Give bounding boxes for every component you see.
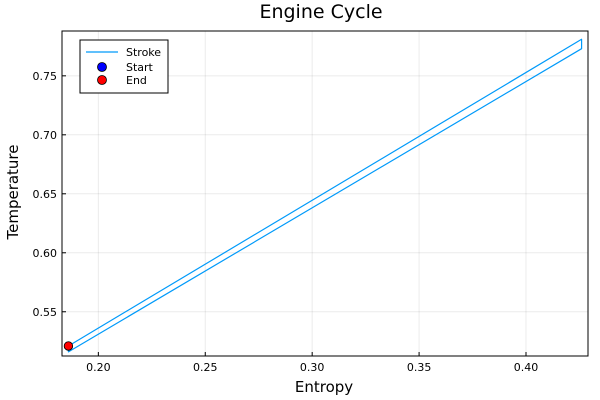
x-axis-title: Entropy: [295, 378, 353, 396]
x-tick-label: 0.35: [407, 361, 432, 374]
legend-swatch-end: [97, 75, 107, 85]
y-tick-label: 0.60: [33, 247, 58, 260]
legend-box: [79, 39, 169, 94]
x-tick-label: 0.30: [300, 361, 325, 374]
x-axis-ticks: 0.20 0.25 0.30 0.35 0.40: [86, 352, 538, 374]
marker-end: [63, 341, 74, 351]
x-tick-label: 0.40: [514, 361, 539, 374]
plot-area: [63, 38, 583, 353]
legend: Stroke Start End: [79, 39, 169, 94]
y-axis-ticks: 0.55 0.60 0.65 0.70 0.75: [33, 70, 66, 319]
grid: [62, 31, 588, 356]
x-tick-label: 0.25: [193, 361, 218, 374]
legend-label-start: Start: [126, 61, 154, 74]
y-tick-label: 0.70: [33, 129, 58, 142]
legend-swatch-start: [97, 62, 107, 72]
y-tick-label: 0.65: [33, 188, 58, 201]
chart-title: Engine Cycle: [259, 1, 382, 23]
y-axis-title: Temperature: [4, 144, 22, 240]
y-tick-label: 0.55: [33, 306, 58, 319]
y-tick-label: 0.75: [33, 70, 58, 83]
legend-label-stroke: Stroke: [126, 46, 161, 59]
x-tick-label: 0.20: [86, 361, 111, 374]
legend-label-end: End: [126, 74, 147, 87]
